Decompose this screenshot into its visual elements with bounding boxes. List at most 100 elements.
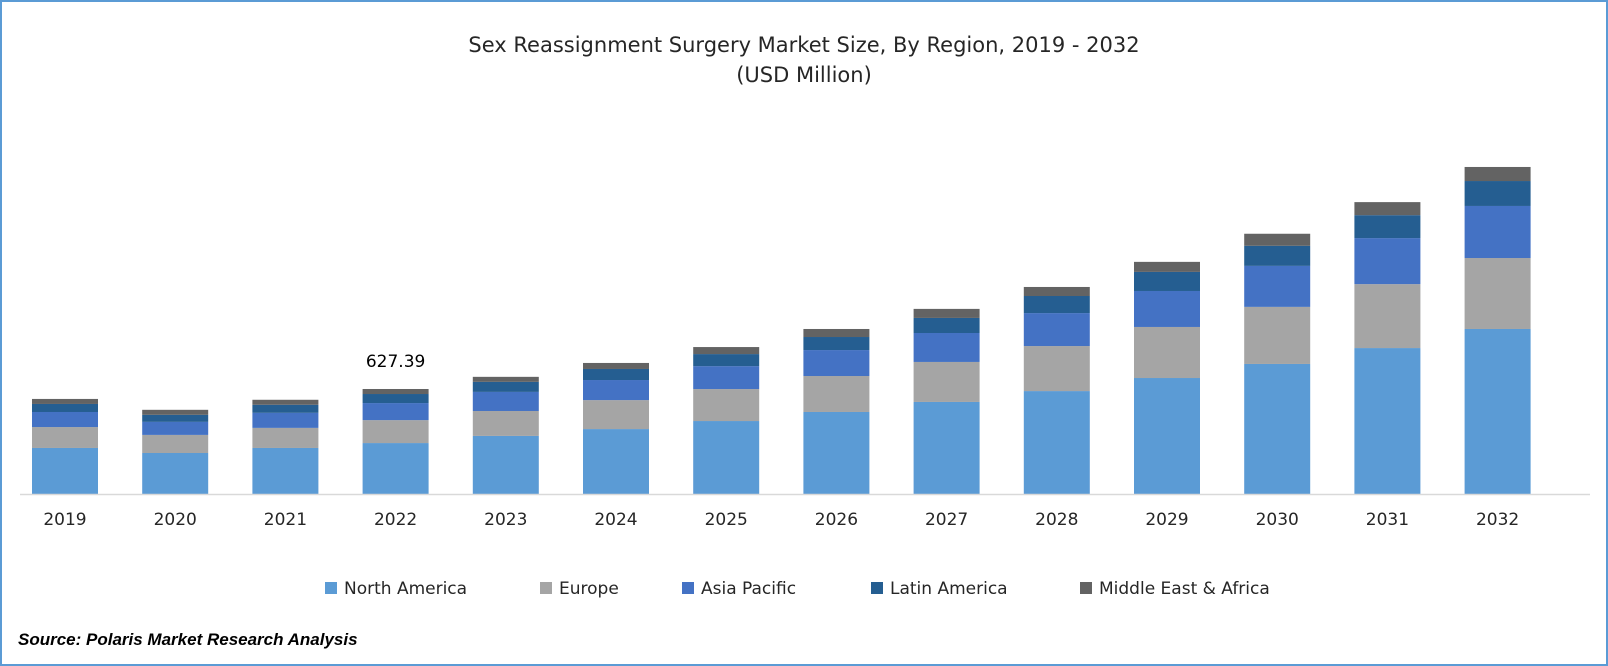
bar-europe-2023 xyxy=(472,410,539,436)
bar-latin-america-2022 xyxy=(362,394,429,404)
x-tick-label: 2027 xyxy=(925,510,968,530)
bar-asia-pacific-2019 xyxy=(32,411,98,428)
bar-europe-2024 xyxy=(583,400,649,430)
x-tick-label: 2030 xyxy=(1256,510,1299,530)
bar-north-america-2021 xyxy=(252,447,319,494)
legend-label-asia-pacific: Asia Pacific xyxy=(701,579,796,599)
x-tick-label: 2031 xyxy=(1366,510,1409,530)
x-tick-label: 2021 xyxy=(264,510,307,530)
x-tick-label: 2023 xyxy=(484,510,527,530)
bar-middle-east-africa-2020 xyxy=(142,409,209,415)
bar-europe-2022 xyxy=(362,420,429,444)
bar-asia-pacific-2026 xyxy=(803,350,870,377)
bar-europe-2028 xyxy=(1023,346,1090,392)
x-tick-label: 2032 xyxy=(1476,510,1519,530)
bar-north-america-2020 xyxy=(142,452,209,494)
x-tick-label: 2029 xyxy=(1145,510,1188,530)
bar-europe-2026 xyxy=(803,376,870,412)
bar-north-america-2025 xyxy=(693,421,760,494)
bar-europe-2032 xyxy=(1464,258,1531,329)
chart-subtitle: (USD Million) xyxy=(736,63,872,87)
bar-north-america-2031 xyxy=(1354,348,1421,494)
bar-middle-east-africa-2021 xyxy=(252,399,319,405)
bar-middle-east-africa-2019 xyxy=(32,398,98,404)
bar-asia-pacific-2021 xyxy=(252,412,319,428)
bar-europe-2029 xyxy=(1134,326,1200,379)
legend-swatch-middle-east-africa xyxy=(1080,582,1092,594)
source-note: Source: Polaris Market Research Analysis xyxy=(18,630,358,649)
bar-asia-pacific-2030 xyxy=(1244,265,1311,307)
bar-asia-pacific-2020 xyxy=(142,421,209,435)
bar-middle-east-africa-2023 xyxy=(472,376,539,382)
bar-middle-east-africa-2030 xyxy=(1244,233,1311,246)
x-tick-label: 2026 xyxy=(815,510,858,530)
x-tick-label: 2020 xyxy=(154,510,197,530)
bar-north-america-2023 xyxy=(472,435,539,494)
bar-middle-east-africa-2029 xyxy=(1134,261,1200,272)
legend-label-latin-america: Latin America xyxy=(890,579,1008,599)
bar-latin-america-2021 xyxy=(252,404,319,413)
bar-asia-pacific-2022 xyxy=(362,403,429,421)
legend-label-europe: Europe xyxy=(559,579,619,599)
bar-north-america-2022 xyxy=(362,443,429,494)
bar-middle-east-africa-2022 xyxy=(362,388,429,395)
x-tick-label: 2025 xyxy=(705,510,748,530)
bar-north-america-2024 xyxy=(583,429,649,494)
bar-europe-2031 xyxy=(1354,284,1421,349)
bar-north-america-2030 xyxy=(1244,363,1311,494)
bar-latin-america-2023 xyxy=(472,381,539,392)
bar-asia-pacific-2023 xyxy=(472,391,539,411)
bar-middle-east-africa-2027 xyxy=(913,308,980,318)
bar-latin-america-2031 xyxy=(1354,215,1421,239)
bar-asia-pacific-2029 xyxy=(1134,290,1200,327)
bar-asia-pacific-2028 xyxy=(1023,313,1090,347)
bar-asia-pacific-2032 xyxy=(1464,205,1531,259)
bar-north-america-2029 xyxy=(1134,378,1200,494)
bar-middle-east-africa-2025 xyxy=(693,347,760,355)
bar-latin-america-2030 xyxy=(1244,245,1311,266)
bar-latin-america-2027 xyxy=(913,317,980,333)
bar-asia-pacific-2027 xyxy=(913,332,980,362)
bar-north-america-2019 xyxy=(32,447,98,494)
bar-europe-2027 xyxy=(913,361,980,402)
bar-latin-america-2026 xyxy=(803,337,870,351)
bar-north-america-2026 xyxy=(803,411,870,494)
x-tick-label: 2022 xyxy=(374,510,417,530)
bar-latin-america-2019 xyxy=(32,403,98,412)
bar-north-america-2027 xyxy=(913,401,980,494)
bar-europe-2025 xyxy=(693,389,760,422)
bar-asia-pacific-2024 xyxy=(583,380,649,401)
bar-middle-east-africa-2028 xyxy=(1023,286,1090,297)
bar-north-america-2032 xyxy=(1464,328,1531,494)
bar-latin-america-2025 xyxy=(693,354,760,367)
bar-europe-2030 xyxy=(1244,306,1311,364)
bar-europe-2019 xyxy=(32,427,98,448)
bar-asia-pacific-2025 xyxy=(693,366,760,390)
bar-middle-east-africa-2031 xyxy=(1354,202,1421,216)
bar-asia-pacific-2031 xyxy=(1354,238,1421,285)
chart-title: Sex Reassignment Surgery Market Size, By… xyxy=(468,33,1139,57)
bar-middle-east-africa-2032 xyxy=(1464,166,1531,182)
legend-swatch-north-america xyxy=(325,582,337,594)
bar-europe-2020 xyxy=(142,434,209,453)
x-tick-label: 2028 xyxy=(1035,510,1078,530)
data-label: 627.39 xyxy=(366,352,425,372)
x-tick-label: 2019 xyxy=(43,510,86,530)
bar-middle-east-africa-2024 xyxy=(583,362,649,369)
x-tick-label: 2024 xyxy=(594,510,637,530)
bar-north-america-2028 xyxy=(1023,391,1090,494)
bar-latin-america-2020 xyxy=(142,414,209,422)
bar-latin-america-2024 xyxy=(583,368,649,381)
bar-latin-america-2029 xyxy=(1134,271,1200,291)
bar-latin-america-2028 xyxy=(1023,296,1090,314)
bar-middle-east-africa-2026 xyxy=(803,328,870,338)
legend-label-middle-east-africa: Middle East & Africa xyxy=(1099,579,1270,599)
legend-swatch-europe xyxy=(540,582,552,594)
legend-label-north-america: North America xyxy=(344,579,467,599)
bar-europe-2021 xyxy=(252,427,319,448)
legend-swatch-latin-america xyxy=(871,582,883,594)
bar-latin-america-2032 xyxy=(1464,181,1531,206)
legend-swatch-asia-pacific xyxy=(682,582,694,594)
